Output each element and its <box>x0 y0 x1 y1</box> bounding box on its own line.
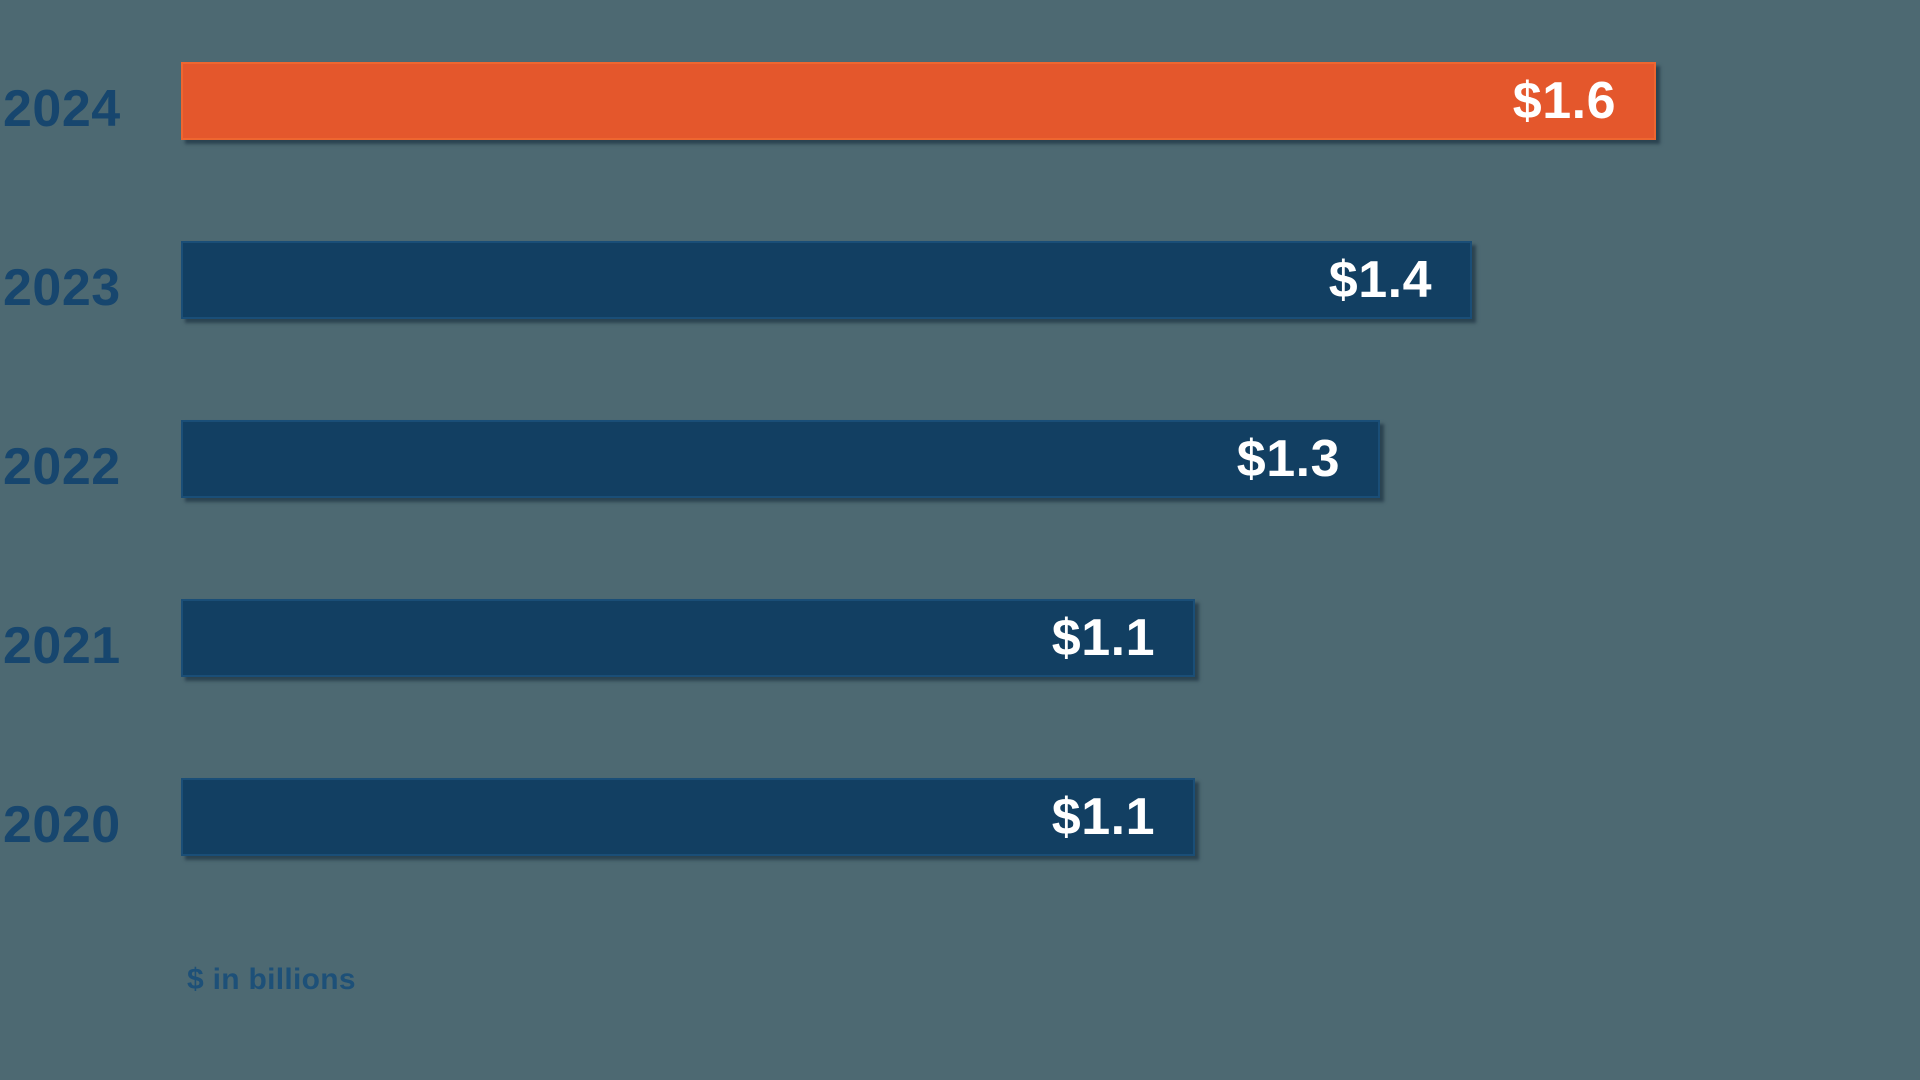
value-label: $1.1 <box>1051 609 1155 667</box>
value-label: $1.3 <box>1236 430 1340 488</box>
category-label: 2024 <box>3 80 121 138</box>
bar: $1.1 <box>181 599 1195 677</box>
bar-row: 2020 $1.1 <box>0 778 1920 856</box>
bar: $1.4 <box>181 241 1472 319</box>
bar: $1.6 <box>181 62 1656 140</box>
bar-row: 2021 $1.1 <box>0 599 1920 677</box>
category-label: 2021 <box>3 617 121 675</box>
bar-row: 2024 $1.6 <box>0 62 1920 140</box>
category-label: 2022 <box>3 438 121 496</box>
bar-row: 2023 $1.4 <box>0 241 1920 319</box>
bar: $1.1 <box>181 778 1195 856</box>
value-label: $1.4 <box>1328 251 1432 309</box>
chart-footnote: $ in billions <box>187 963 356 996</box>
bar: $1.3 <box>181 420 1380 498</box>
value-label: $1.6 <box>1512 72 1616 130</box>
category-label: 2020 <box>3 796 121 854</box>
value-label: $1.1 <box>1051 788 1155 846</box>
category-label: 2023 <box>3 259 121 317</box>
bar-row: 2022 $1.3 <box>0 420 1920 498</box>
